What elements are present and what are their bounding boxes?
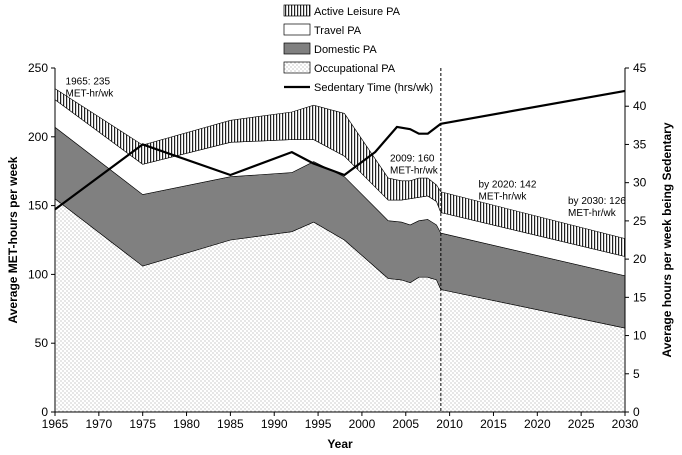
legend-item-occupational-pa: Occupational PA [283,61,396,75]
y-tick-label-right: 35 [633,137,647,151]
annotation-line: MET-hr/wk [568,208,617,219]
annotation-line: MET-hr/wk [66,89,115,100]
annotation-line: by 2020: 142 [479,180,537,191]
annotation-line: MET-hr/wk [479,192,528,203]
y-tick-label-right: 20 [633,252,647,266]
y-tick-label-left: 50 [35,336,49,350]
y-axis-title-left: Average MET-hours per week [6,156,20,323]
x-tick-label: 1965 [42,417,69,431]
y-axis-title-right: Average hours per week being Sedentary [660,122,674,357]
legend-label: Sedentary Time (hrs/wk) [314,82,433,94]
y-tick-label-right: 15 [633,290,647,304]
x-tick-label: 2010 [436,417,463,431]
legend-swatch [283,4,311,17]
x-tick-label: 2030 [612,417,639,431]
x-tick-label: 1985 [217,417,244,431]
legend-swatch [283,23,311,36]
axis-ticks: 1965 1970 1975 1980 1985 1990 1995 2000 2005 2010… [28,61,647,431]
legend-item-sedentary-time-hrs-wk: Sedentary Time (hrs/wk) [284,82,433,94]
x-tick-label: 1990 [261,417,288,431]
x-tick-label: 1980 [173,417,200,431]
legend-label: Occupational PA [314,63,396,75]
legend-label: Active Leisure PA [314,6,401,18]
x-tick-label: 1970 [85,417,112,431]
y-tick-label-left: 0 [41,405,48,419]
x-tick-label: 1975 [129,417,156,431]
legend-item-travel-pa: Travel PA [283,23,362,37]
y-tick-label-left: 150 [28,199,48,213]
y-tick-label-right: 40 [633,99,647,113]
x-tick-label: 2000 [349,417,376,431]
legend-swatch [283,42,311,55]
x-tick-label: 2005 [392,417,419,431]
y-tick-label-right: 10 [633,329,647,343]
y-tick-label-right: 5 [633,367,640,381]
y-tick-label-right: 30 [633,176,647,190]
annotation-line: 2009: 160 [390,154,435,165]
y-tick-label-left: 100 [28,267,48,281]
legend-label: Travel PA [314,25,362,37]
y-tick-label-right: 25 [633,214,647,228]
y-tick-label-left: 250 [28,61,48,75]
sedentary-line-layer [54,89,626,211]
annotation-line: 1965: 235 [66,77,111,88]
legend-swatch [283,61,311,74]
annotation-line: MET-hr/wk [390,166,439,177]
x-tick-label: 2020 [524,417,551,431]
annotation-line: by 2030: 126 [568,196,626,207]
y-tick-label-right: 0 [633,405,640,419]
legend-label: Domestic PA [314,44,377,56]
x-tick-label: 2015 [480,417,507,431]
legend-item-active-leisure-pa: Active Leisure PA [283,4,401,18]
stacked-areas [54,68,626,413]
y-tick-label-right: 45 [633,61,647,75]
legend: Active Leisure PA Travel PA Domestic PA Occ… [283,4,433,94]
y-tick-label-left: 200 [28,130,48,144]
x-tick-label: 1995 [305,417,332,431]
x-axis-title: Year [327,437,353,451]
x-tick-label: 2025 [568,417,595,431]
legend-item-domestic-pa: Domestic PA [283,42,377,56]
sedentary-line [54,89,626,211]
